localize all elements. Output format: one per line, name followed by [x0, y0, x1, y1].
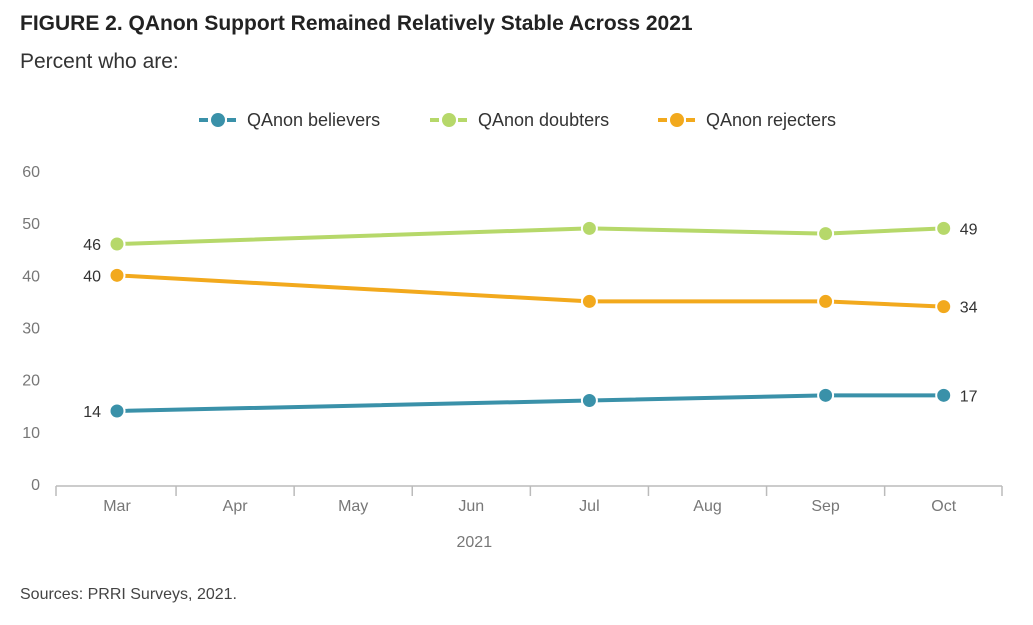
x-tick-label: Oct	[931, 498, 956, 515]
source-note: Sources: PRRI Surveys, 2021.	[20, 586, 237, 603]
x-tick-label: Aug	[693, 498, 721, 515]
x-tick-label: Sep	[811, 498, 840, 515]
y-axis: 0 10 20 30 40 50 60	[22, 164, 40, 494]
data-point	[817, 225, 835, 243]
x-tick-label: Mar	[103, 498, 131, 515]
data-point	[817, 292, 835, 310]
data-point	[817, 386, 835, 404]
series-line	[115, 393, 946, 413]
data-point	[108, 266, 126, 284]
y-tick-label: 30	[22, 321, 40, 338]
x-tick-label: Jun	[458, 498, 484, 515]
data-point	[108, 402, 126, 420]
legend-label: QAnon rejecters	[706, 110, 836, 130]
legend-swatch-marker	[211, 113, 225, 127]
data-label: 49	[960, 221, 978, 238]
data-point	[108, 235, 126, 253]
legend-item: QAnon rejecters	[658, 110, 836, 130]
x-tick-label: Apr	[223, 498, 249, 515]
series-layer	[108, 219, 953, 420]
series-line	[115, 273, 946, 309]
data-point	[580, 392, 598, 410]
data-point	[935, 219, 953, 237]
legend-swatch-marker	[442, 113, 456, 127]
data-labels: 14 17 46 49 40 34	[83, 221, 977, 421]
legend-swatch-marker	[670, 113, 684, 127]
y-tick-label: 40	[22, 268, 40, 285]
data-label: 46	[83, 237, 101, 254]
data-label: 17	[960, 388, 978, 405]
legend-label: QAnon believers	[247, 110, 380, 130]
data-point	[935, 298, 953, 316]
chart-subtitle: Percent who are:	[20, 50, 179, 73]
y-tick-label: 60	[22, 164, 40, 181]
x-axis-title: 2021	[457, 534, 493, 551]
legend-label: QAnon doubters	[478, 110, 609, 130]
data-point	[580, 219, 598, 237]
chart-title: FIGURE 2. QAnon Support Remained Relativ…	[20, 12, 693, 35]
y-tick-label: 10	[22, 425, 40, 442]
series-group	[108, 266, 953, 316]
legend-item: QAnon doubters	[430, 110, 609, 130]
series-group	[108, 386, 953, 420]
legend-item: QAnon believers	[199, 110, 380, 130]
data-label: 40	[83, 268, 101, 285]
series-group	[108, 219, 953, 253]
series-line	[115, 226, 946, 247]
x-tick-label: Jul	[579, 498, 599, 515]
data-point	[580, 292, 598, 310]
data-label: 14	[83, 404, 101, 421]
data-label: 34	[960, 300, 978, 317]
y-tick-label: 20	[22, 373, 40, 390]
x-axis: Mar Apr May Jun Jul Aug Sep Oct 2021	[55, 485, 1003, 551]
x-tick-label: May	[338, 498, 368, 515]
y-tick-label: 50	[22, 216, 40, 233]
data-point	[935, 386, 953, 404]
chart-legend: QAnon believers QAnon doubters QAnon rejec…	[199, 110, 836, 130]
y-tick-label: 0	[31, 477, 40, 494]
